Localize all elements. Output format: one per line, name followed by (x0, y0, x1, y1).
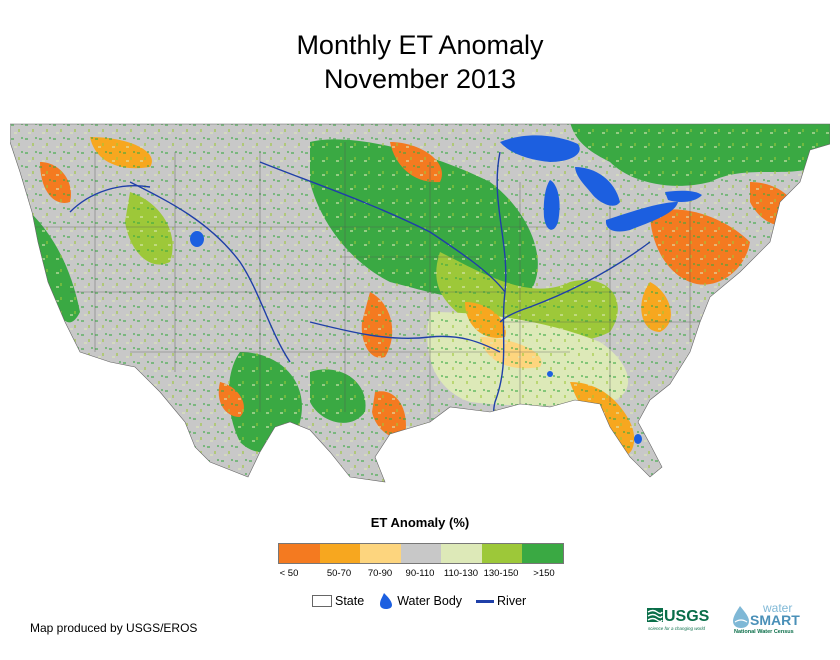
legend-swatch-130-150 (481, 544, 523, 563)
state-boundaries (30, 142, 700, 422)
legend-label-gt150: >150 (533, 568, 555, 579)
watersmart-top: water (762, 601, 792, 615)
legend-swatch-110-130 (441, 544, 482, 563)
legend-swatch-90-110 (400, 544, 442, 563)
watersmart-subtitle: National Water Census (734, 629, 794, 635)
usgs-logo: USGS science for a changing world (647, 608, 710, 631)
legend-swatches (278, 543, 564, 564)
river-line-symbol (476, 599, 495, 603)
us-outline (10, 123, 830, 483)
et-anomaly-map (10, 123, 830, 483)
legend-swatch-gt150 (522, 544, 564, 563)
other-water-bodies (190, 231, 642, 444)
map-credit: Map produced by USGS/EROS (30, 621, 198, 635)
usgs-tagline: science for a changing world (648, 626, 706, 631)
map-subtitle: November 2013 (323, 64, 517, 94)
water-body-key-label: Water Body (397, 594, 463, 608)
speckle-texture (10, 124, 830, 482)
watersmart-wordmark: SMART (750, 612, 800, 628)
usgs-wordmark: USGS (664, 608, 710, 625)
legend-label-130-150: 130-150 (483, 568, 519, 579)
legend-swatch-50-70 (319, 544, 361, 563)
legend-label-90-110: 90-110 (405, 568, 435, 579)
state-key-label: State (335, 594, 365, 608)
legend-title: ET Anomaly (%) (370, 515, 470, 530)
great-lakes (500, 135, 702, 232)
legend-label-lt50: < 50 (279, 568, 299, 579)
river-key-label: River (497, 594, 527, 608)
legend-label-110-130: 110-130 (443, 568, 479, 579)
map-key: State Water Body River (312, 593, 526, 609)
legend-swatch-lt50 (279, 544, 320, 563)
agency-logos: USGS science for a changing world water … (647, 601, 800, 635)
watersmart-logo: water SMART National Water Census (733, 601, 800, 635)
legend-label-50-70: 50-70 (326, 568, 352, 579)
map-title: Monthly ET Anomaly (296, 30, 544, 60)
legend-label-70-90: 70-90 (367, 568, 393, 579)
state-boundary-symbol (312, 595, 332, 607)
legend-swatch-70-90 (360, 544, 401, 563)
water-drop-icon (380, 593, 393, 609)
